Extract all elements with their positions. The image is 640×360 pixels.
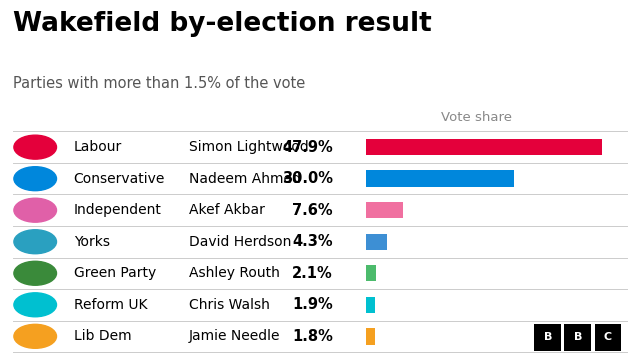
Circle shape <box>14 230 56 254</box>
FancyBboxPatch shape <box>366 328 375 345</box>
Text: Akef Akbar: Akef Akbar <box>189 203 265 217</box>
Text: 7.6%: 7.6% <box>292 203 333 218</box>
Text: Vote share: Vote share <box>442 111 512 124</box>
FancyBboxPatch shape <box>564 324 591 351</box>
Text: 2.1%: 2.1% <box>292 266 333 281</box>
Text: 1.9%: 1.9% <box>292 297 333 312</box>
Text: B: B <box>573 333 582 342</box>
Text: Reform UK: Reform UK <box>74 298 147 312</box>
Text: Simon Lightwood: Simon Lightwood <box>189 140 308 154</box>
Text: 4.3%: 4.3% <box>292 234 333 249</box>
FancyBboxPatch shape <box>595 324 621 351</box>
Text: Independent: Independent <box>74 203 161 217</box>
Text: C: C <box>604 333 612 342</box>
Text: Green Party: Green Party <box>74 266 156 280</box>
Text: 1.8%: 1.8% <box>292 329 333 344</box>
Circle shape <box>14 261 56 285</box>
Text: Chris Walsh: Chris Walsh <box>189 298 269 312</box>
Circle shape <box>14 167 56 191</box>
Text: 47.9%: 47.9% <box>282 140 333 155</box>
Text: 30.0%: 30.0% <box>282 171 333 186</box>
Text: B: B <box>543 333 552 342</box>
FancyBboxPatch shape <box>534 324 561 351</box>
Text: Jamie Needle: Jamie Needle <box>189 329 280 343</box>
Text: Labour: Labour <box>74 140 122 154</box>
Text: Ashley Routh: Ashley Routh <box>189 266 280 280</box>
FancyBboxPatch shape <box>366 202 403 219</box>
FancyBboxPatch shape <box>366 234 387 250</box>
Circle shape <box>14 135 56 159</box>
Text: Yorks: Yorks <box>74 235 109 249</box>
Text: David Herdson: David Herdson <box>189 235 291 249</box>
Text: Conservative: Conservative <box>74 172 165 186</box>
FancyBboxPatch shape <box>366 297 376 313</box>
FancyBboxPatch shape <box>366 265 376 282</box>
Text: Lib Dem: Lib Dem <box>74 329 131 343</box>
Circle shape <box>14 198 56 222</box>
FancyBboxPatch shape <box>366 139 602 156</box>
Circle shape <box>14 293 56 317</box>
Text: Wakefield by-election result: Wakefield by-election result <box>13 11 431 37</box>
Circle shape <box>14 324 56 348</box>
Text: Nadeem Ahmed: Nadeem Ahmed <box>189 172 301 186</box>
FancyBboxPatch shape <box>366 171 514 187</box>
Text: Parties with more than 1.5% of the vote: Parties with more than 1.5% of the vote <box>13 76 305 91</box>
